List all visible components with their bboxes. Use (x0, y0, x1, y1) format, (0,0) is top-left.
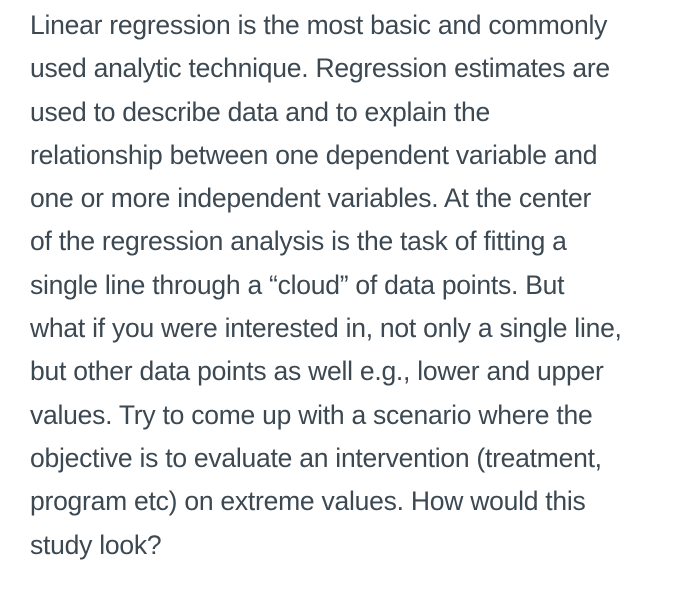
text-line: values. Try to come up with a scenario w… (30, 399, 593, 430)
text-line: used analytic technique. Regression esti… (30, 53, 610, 84)
text-line: of the regression analysis is the task o… (30, 226, 567, 257)
text-line: relationship between one dependent varia… (30, 139, 598, 170)
text-line: objective is to evaluate an intervention… (30, 442, 602, 473)
text-line: what if you were interested in, not only… (30, 313, 622, 344)
text-line: but other data points as well e.g., lowe… (30, 356, 604, 387)
text-line: used to describe data and to explain the (30, 96, 490, 127)
text-line: program etc) on extreme values. How woul… (30, 486, 586, 517)
text-line: one or more independent variables. At th… (30, 183, 592, 214)
text-line: single line through a “cloud” of data po… (30, 269, 565, 300)
question-paragraph: Linear regression is the most basic and … (30, 10, 622, 560)
text-line: Linear regression is the most basic and … (30, 10, 608, 40)
text-line: study look? (30, 529, 162, 560)
